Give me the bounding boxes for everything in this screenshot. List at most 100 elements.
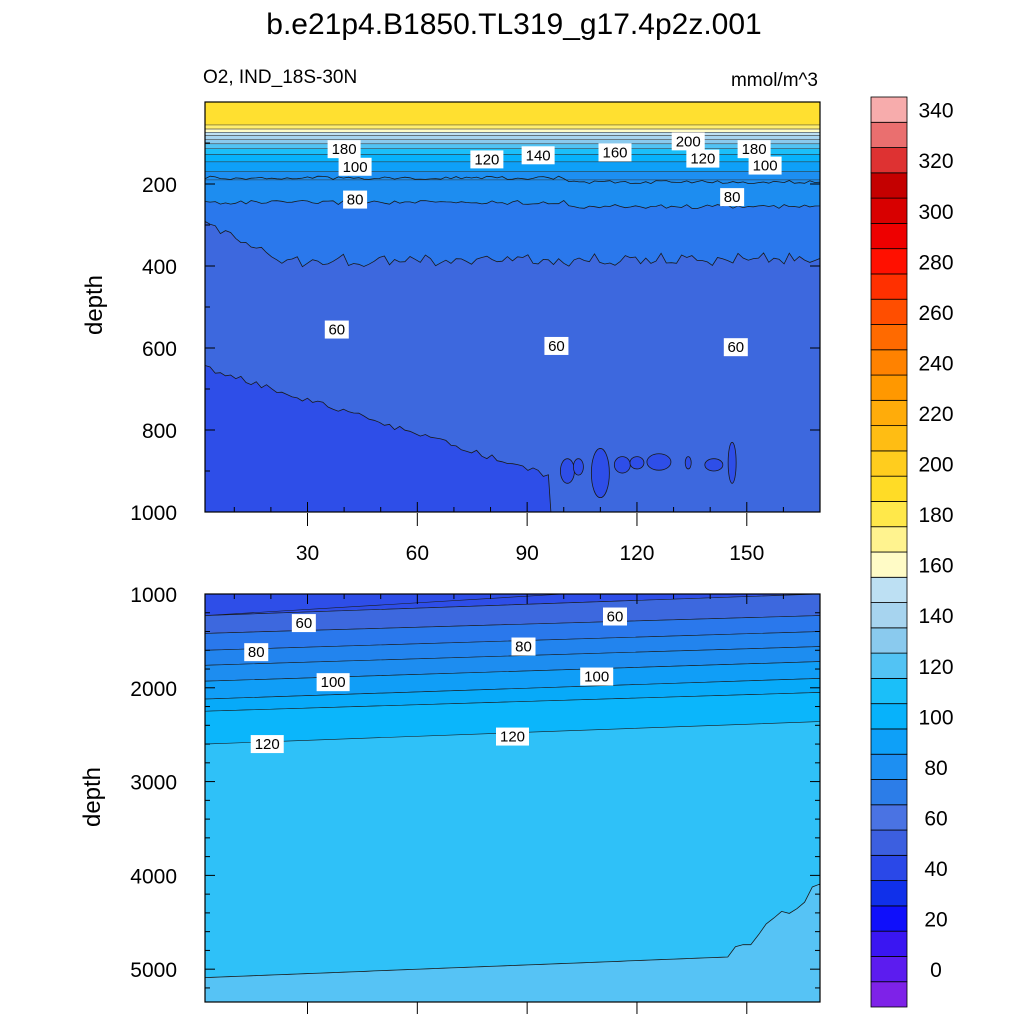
contour-label-text: 80: [724, 189, 741, 206]
contour-label-text: 60: [548, 338, 565, 355]
colorbar-swatch: [870, 197, 908, 224]
contour-label-text: 120: [255, 736, 280, 753]
colorbar-swatch: [870, 172, 908, 199]
contour-label-text: 120: [500, 729, 525, 746]
colorbar-swatch: [870, 677, 908, 705]
colorbar-swatch: [870, 121, 908, 148]
chart-title: b.e21p4.B1850.TL319_g17.4p2z.001: [266, 8, 761, 41]
low-oxygen-patch: [629, 456, 645, 470]
colorbar-swatch: [870, 728, 908, 755]
x-tick-label: 30: [296, 542, 319, 565]
colorbar-swatch: [870, 501, 908, 528]
colorbar-swatch: [870, 981, 908, 1008]
contour-label-text: 80: [515, 639, 532, 656]
colorbar-swatch: [870, 703, 908, 730]
colorbar-swatch: [870, 602, 908, 629]
contour-label: 180: [327, 140, 361, 159]
colorbar-swatch: [870, 829, 908, 856]
contour-label: 120: [686, 149, 720, 168]
low-oxygen-patch: [572, 458, 584, 476]
contour-label: 60: [324, 320, 349, 339]
low-oxygen-patch: [727, 441, 737, 484]
contour-label: 120: [470, 150, 504, 169]
units-label: mmol/m^3: [731, 70, 818, 91]
contour-label-text: 120: [690, 151, 715, 168]
colorbar-label: 280: [918, 251, 953, 274]
thermocline-stripe: [205, 128, 820, 133]
contour-label: 140: [521, 146, 555, 165]
contour-label: 80: [720, 188, 745, 207]
thermocline-stripe: [205, 102, 820, 125]
thermocline-stripe: [205, 154, 820, 163]
colorbar-swatch: [870, 298, 908, 325]
contour-label: 60: [291, 614, 316, 633]
colorbar-swatch: [870, 324, 908, 351]
colorbar-label: 20: [924, 909, 947, 932]
contour-label: 60: [723, 338, 748, 357]
contour-label-text: 180: [742, 141, 767, 158]
low-oxygen-patch: [590, 448, 610, 499]
oxygen-band: [205, 661, 820, 700]
y-tick-label: 400: [142, 256, 177, 279]
thermocline-stripe: [205, 143, 820, 149]
colorbar-swatch: [870, 880, 908, 907]
thermocline-stripe: [205, 171, 820, 181]
colorbar-swatch: [870, 222, 908, 250]
x-tick-label: 150: [729, 542, 764, 565]
colorbar-label: 140: [918, 605, 953, 628]
colorbar-label: 160: [918, 555, 953, 578]
colorbar-swatch: [870, 248, 908, 275]
colorbar-swatch: [870, 349, 908, 376]
y-tick-label: 4000: [130, 865, 177, 888]
x-tick-label: 60: [406, 542, 429, 565]
upper-depth-panel: 200 180 180 160 140 120 120 100 100 80 80 60 60 60 200…: [130, 101, 821, 565]
thermocline-stripe: [205, 161, 820, 172]
variable-label: O2, IND_18S-30N: [203, 67, 357, 88]
lower-depth-panel: 60 60 80 80 100 100 120 120 1000 2000 3000 4000 5000: [130, 584, 821, 1014]
colorbar-label: 200: [918, 454, 953, 477]
colorbar-swatch: [870, 475, 908, 502]
colorbar-swatch: [870, 526, 908, 553]
contour-label-text: 100: [584, 669, 609, 686]
oxygen-band-below-40: [205, 365, 552, 512]
contour-label-text: 100: [343, 159, 368, 176]
contour-label-text: 140: [526, 147, 551, 164]
contour-label-text: 60: [295, 615, 312, 632]
colorbar-swatch: [870, 854, 908, 882]
contour-label-text: 100: [753, 158, 778, 175]
colorbar-swatch: [870, 450, 908, 477]
colorbar-swatch: [870, 551, 908, 578]
low-oxygen-patch: [560, 458, 575, 484]
low-oxygen-patch: [646, 453, 672, 471]
colorbar-label: 40: [924, 858, 947, 881]
colorbar-label: 80: [924, 757, 947, 780]
colorbar-label: 220: [918, 403, 953, 426]
colorbar-label: 320: [918, 150, 953, 173]
colorbar-label: 60: [924, 807, 947, 830]
colorbar-label: 240: [918, 352, 953, 375]
contour-label-text: 180: [332, 141, 357, 158]
colorbar-label: 120: [918, 656, 953, 679]
y-axis-label-top: depth: [81, 275, 108, 335]
contour-label: 80: [511, 637, 536, 656]
colorbar-label: 260: [918, 302, 953, 325]
colorbar-swatch: [870, 779, 908, 806]
oxygen-band-below-40: [205, 594, 564, 616]
contour-label: 100: [748, 156, 782, 175]
thermocline-stripe: [205, 132, 820, 136]
contour-label-text: 60: [328, 322, 345, 339]
y-axis-label-bottom: depth: [79, 767, 106, 827]
oxygen-band-140-160: [205, 883, 820, 1002]
thermocline-stripe: [205, 139, 820, 145]
colorbar-swatch: [870, 804, 908, 831]
colorbar-swatch: [870, 374, 908, 401]
contour-label-text: 60: [607, 609, 624, 626]
colorbar-swatch: [870, 930, 908, 957]
contour-label-text: 200: [676, 133, 701, 150]
y-tick-label: 5000: [130, 959, 177, 982]
colorbar-swatch: [870, 956, 908, 983]
colorbar-label: 340: [918, 100, 953, 123]
contour-label: 60: [603, 607, 627, 626]
colorbar-swatch: [870, 399, 908, 427]
